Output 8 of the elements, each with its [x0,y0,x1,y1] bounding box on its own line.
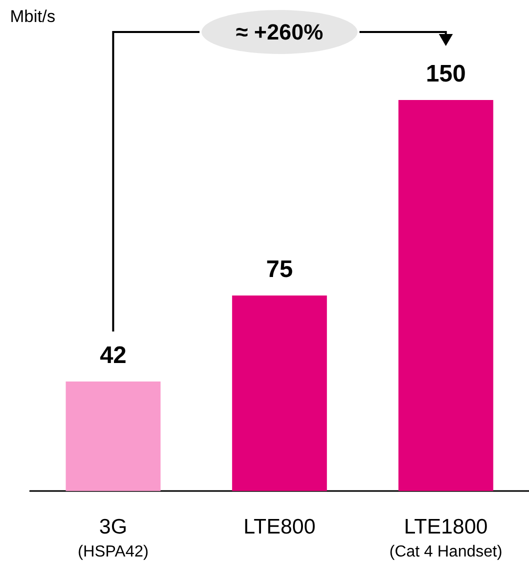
x-tick-label: LTE800 [244,516,316,538]
data-label: 150 [426,60,466,88]
x-tick-label: 3G (HSPA42) [78,516,149,560]
x-tick-label: LTE1800 (Cat 4 Handset) [389,516,502,560]
data-label: 42 [100,342,127,370]
y-axis-title: Mbit/s [10,7,56,26]
text: ≈ +260% [236,20,324,44]
data-label: 75 [266,256,293,283]
